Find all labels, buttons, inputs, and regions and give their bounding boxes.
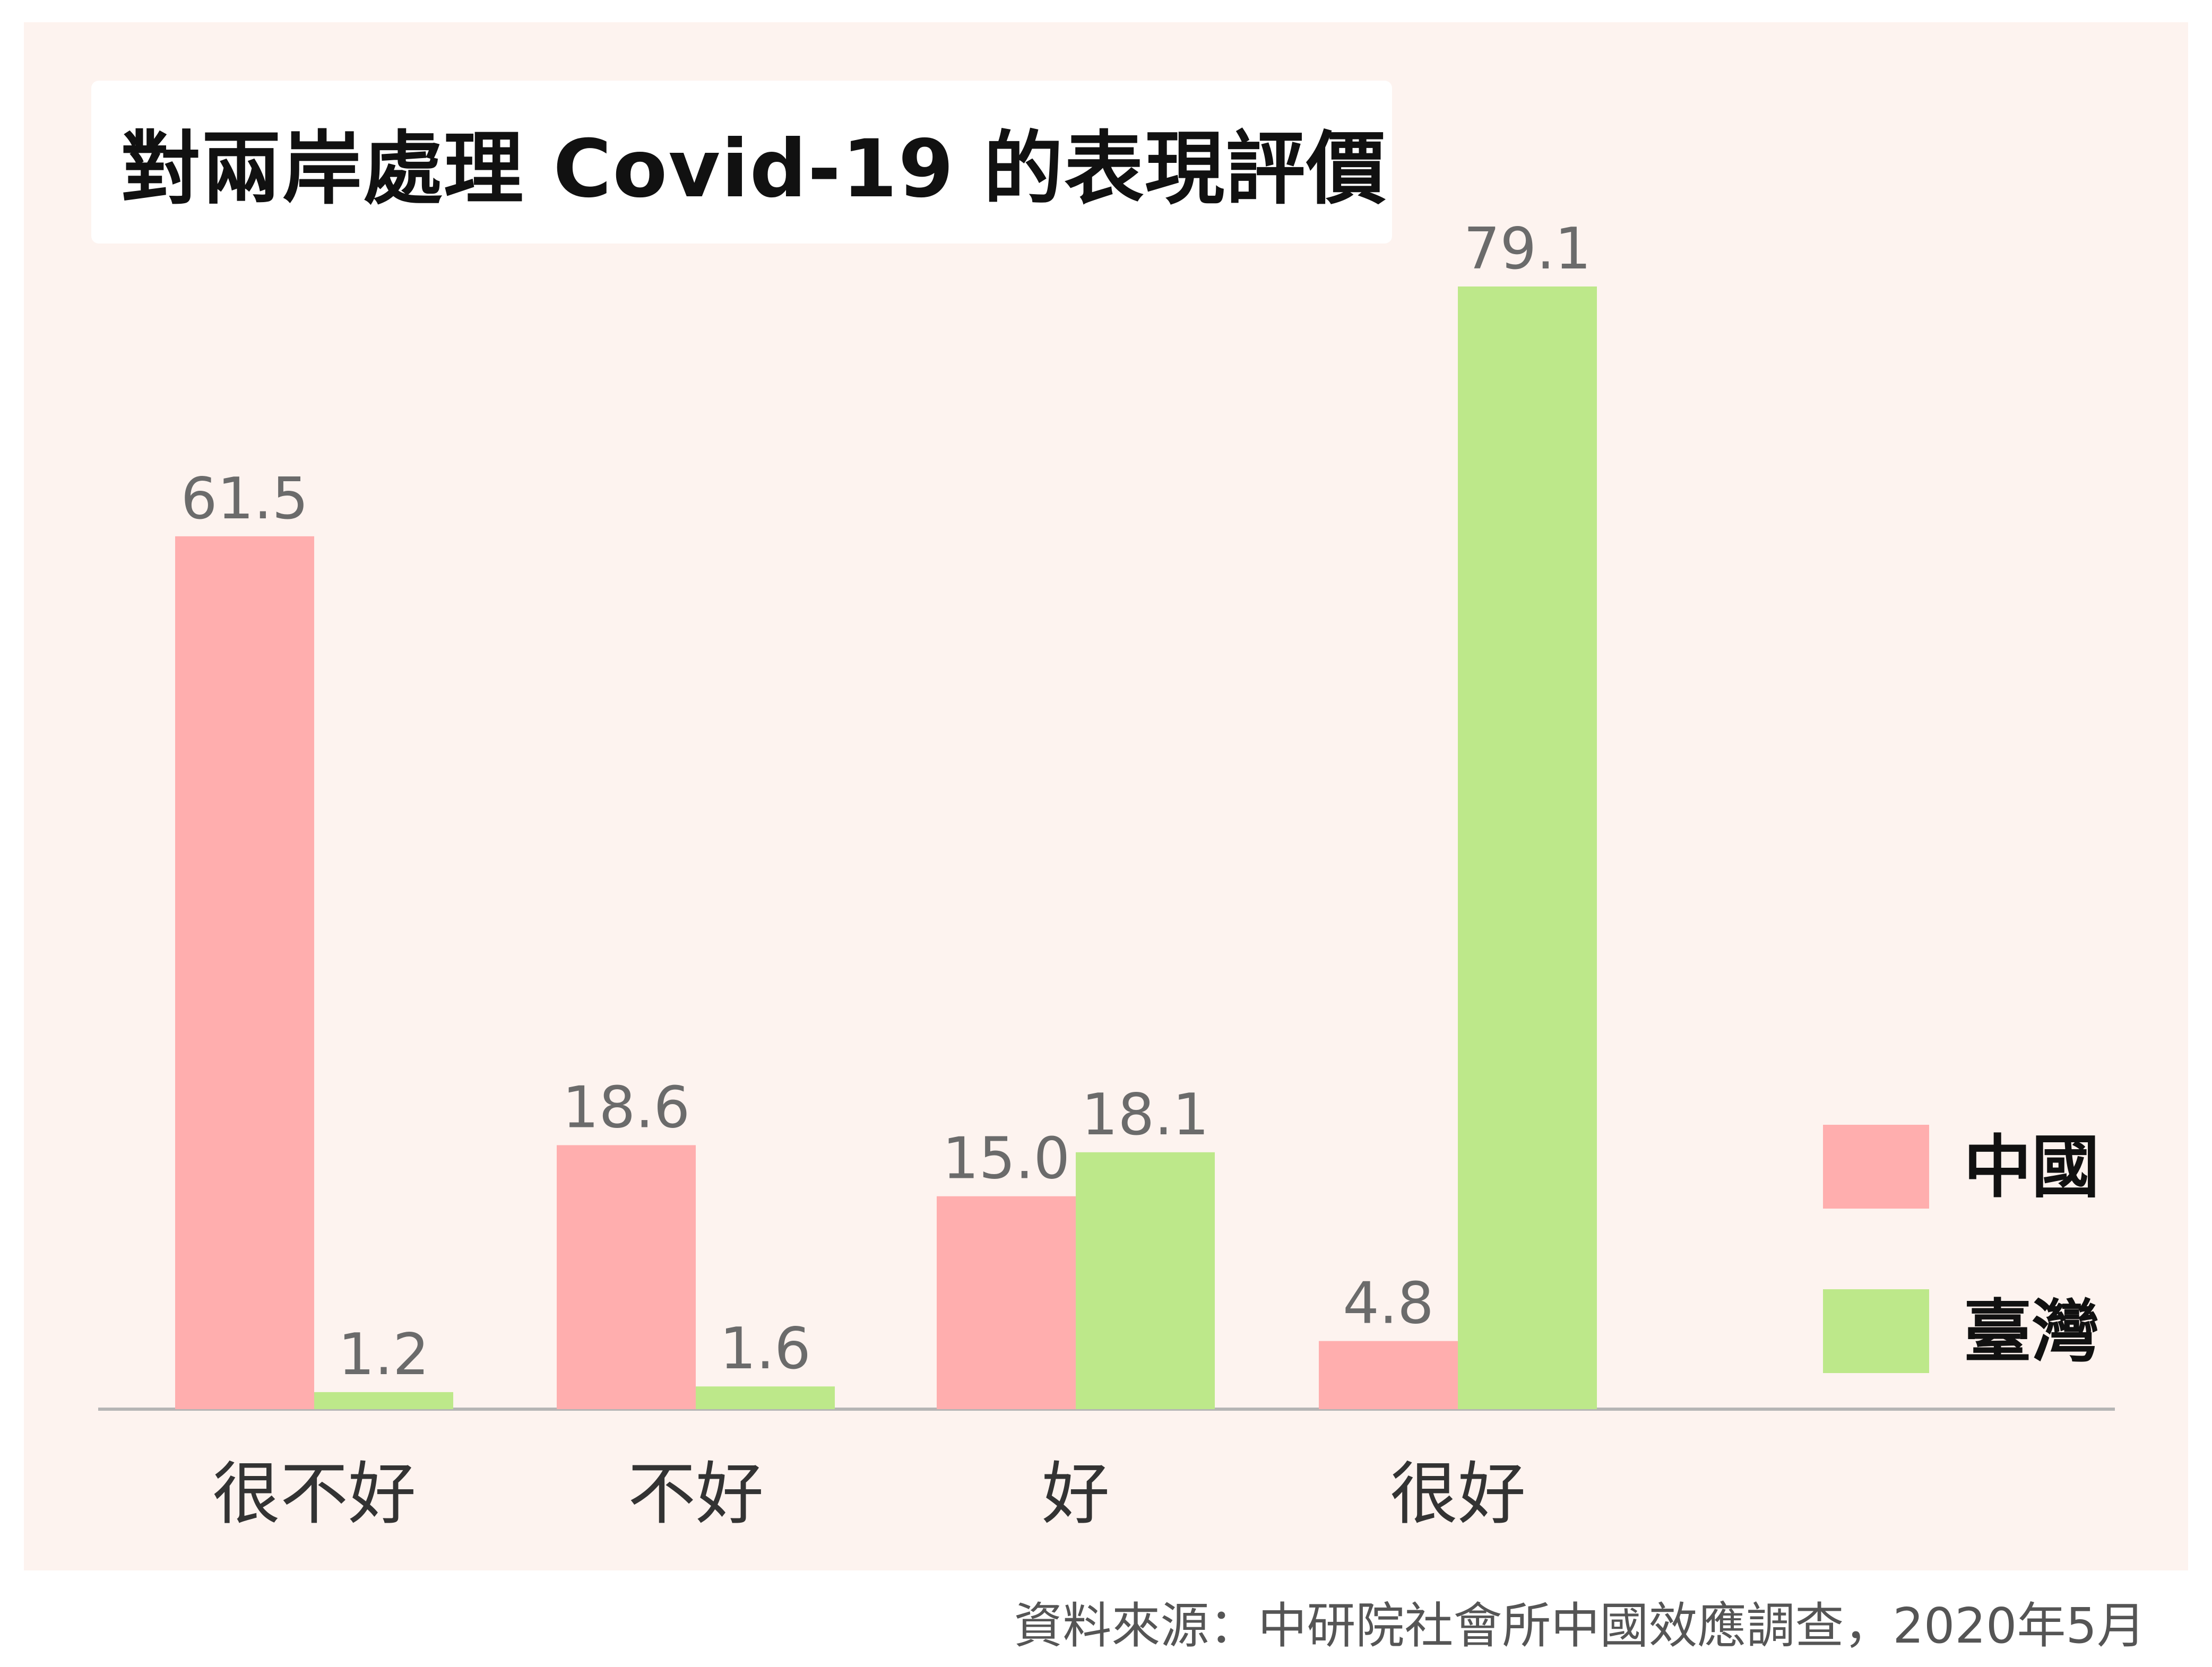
bar-taiwan-3 [1458,286,1597,1409]
category-label: 很好 [1390,1455,1526,1534]
category-label: 很不好 [212,1455,416,1534]
data-label: 1.2 [338,1322,429,1388]
data-label: 18.1 [1082,1082,1209,1148]
data-label: 79.1 [1464,216,1591,282]
legend-swatch [1823,1125,1929,1209]
source-note: 資料來源：中研院社會所中國效應調查，2020年5月 [1014,1597,2146,1654]
legend-label: 臺灣 [1964,1292,2099,1371]
bar-taiwan-2 [1076,1152,1215,1409]
data-label: 4.8 [1343,1271,1434,1337]
legend-label: 中國 [1964,1128,2099,1207]
chart-title: 對兩岸處理 Covid-19 的表現評價 [121,123,1387,215]
title-box: 對兩岸處理 Covid-19 的表現評價 [91,81,1392,244]
bar-taiwan-1 [696,1386,835,1409]
legend-swatch [1823,1289,1929,1373]
data-label: 18.6 [563,1074,690,1141]
category-label: 好 [1042,1455,1110,1534]
data-label: 15.0 [943,1126,1070,1192]
bar-china-1 [557,1145,696,1409]
data-label: 1.6 [720,1316,811,1382]
bar-china-0 [175,536,314,1410]
bar-china-3 [1319,1341,1458,1409]
data-label: 61.5 [181,466,308,532]
category-label: 不好 [628,1455,764,1534]
bar-china-2 [937,1196,1076,1409]
bar-taiwan-0 [314,1392,453,1409]
bar-chart: 61.5 1.2 很不好 18.6 1.6 不好 15.018.1 好 4.8 79.1 很好 中國臺… [98,216,2115,1534]
